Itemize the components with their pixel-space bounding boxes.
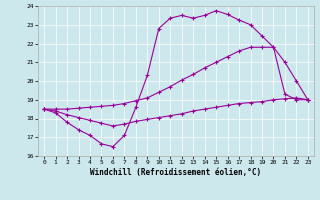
X-axis label: Windchill (Refroidissement éolien,°C): Windchill (Refroidissement éolien,°C) <box>91 168 261 177</box>
